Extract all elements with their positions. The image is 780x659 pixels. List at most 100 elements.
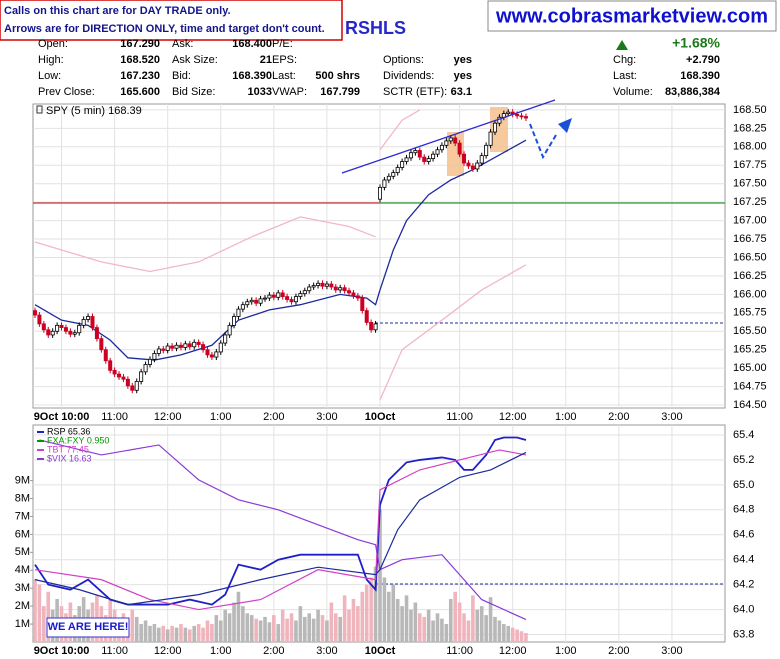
candle-body: [117, 373, 122, 378]
candle-body: [103, 349, 108, 362]
volume-bar: [325, 620, 329, 642]
candle-body: [108, 360, 113, 371]
volume-bar: [289, 613, 294, 642]
volume-bar: [382, 577, 387, 642]
candle-body: [523, 116, 528, 119]
x-tick-label: 2:00: [263, 411, 284, 423]
y-tick-label: 166.75: [733, 233, 767, 245]
quote-label: Last:: [272, 70, 296, 82]
volume-bar: [466, 620, 471, 642]
candle-body: [262, 297, 267, 300]
volume-bar: [373, 566, 378, 642]
volume-bar: [311, 618, 316, 642]
volume-bar: [192, 625, 197, 642]
y2-tick-label: 64.8: [733, 504, 754, 516]
candle-body: [311, 285, 316, 288]
quote-value: 168.390: [680, 70, 720, 82]
quote-value: +2.790: [686, 54, 720, 66]
volume-bar: [201, 627, 205, 642]
series-line: [34, 451, 527, 606]
x-tick-label: 11:00: [101, 411, 128, 423]
x-tick-label: 1:00: [555, 411, 576, 423]
quote-label: EPS:: [272, 54, 297, 66]
y2-tick-label: 63.8: [733, 628, 754, 640]
y-tick-label: 7M: [15, 510, 30, 522]
y2-tick-label: 64.2: [733, 579, 754, 591]
candle-body: [400, 161, 405, 168]
direction-arrow: [529, 123, 557, 160]
x-tick-label: 12:00: [154, 411, 182, 423]
series-line: [34, 436, 527, 606]
candle-body: [475, 162, 480, 170]
volume-bar: [179, 624, 183, 642]
quote-value: 168.390: [232, 70, 272, 82]
candle-body: [192, 341, 197, 348]
symbol-title: RSHLS: [345, 18, 406, 38]
quote-value: 167.290: [120, 38, 160, 50]
volume-bar: [307, 613, 312, 642]
volume-bar: [188, 629, 192, 642]
volume-bar: [395, 598, 400, 642]
volume-bar: [249, 615, 254, 642]
y-tick-label: 164.75: [733, 381, 767, 393]
volume-bar: [519, 631, 524, 642]
x-tick-label: 11:00: [101, 645, 128, 657]
candle-body: [245, 301, 250, 306]
volume-bar: [453, 591, 457, 642]
candle-body: [413, 150, 418, 154]
x-tick-label: 1:00: [555, 645, 576, 657]
x-tick-label: 1:00: [210, 645, 231, 657]
volume-bar: [218, 620, 223, 642]
x-tick-label: 12:00: [154, 645, 182, 657]
candle-body: [347, 290, 352, 294]
y-tick-label: 3M: [15, 582, 30, 594]
candle-body: [112, 369, 117, 375]
overlay-layer: [341, 99, 572, 174]
y-tick-label: 168.50: [733, 104, 767, 116]
candle-body: [373, 323, 378, 331]
x-tick-label: 2:00: [608, 645, 629, 657]
volume-bar: [387, 591, 391, 642]
x-tick-label: 9Oct 10:00: [34, 645, 90, 657]
candle-body: [462, 153, 467, 164]
quote-label: Chg:: [613, 54, 636, 66]
volume-bar: [369, 577, 373, 642]
quote-label: Options:: [383, 54, 424, 66]
x-tick-label: 11:00: [446, 411, 473, 423]
candle-body: [382, 179, 387, 188]
candle-body: [236, 308, 241, 317]
volume-bar: [378, 509, 382, 642]
quote-value: yes: [454, 54, 472, 66]
volume-bar: [165, 629, 170, 642]
quote-value: yes: [454, 70, 472, 82]
candle-body: [46, 329, 51, 336]
candle-body: [205, 349, 210, 356]
quote-value: 63.1: [451, 86, 472, 98]
candle-body: [143, 364, 148, 373]
volume-bar: [157, 627, 161, 642]
notice-box: [0, 0, 343, 41]
volume-bar: [422, 616, 427, 642]
volume-bar: [497, 620, 502, 642]
candle-body: [41, 323, 46, 331]
candle-body: [183, 343, 188, 348]
trend-line: [341, 99, 556, 174]
annotation-box: [46, 617, 130, 638]
volume-bar: [46, 591, 51, 642]
volume-bar: [333, 613, 338, 642]
volume-bar: [391, 584, 396, 642]
quote-value: 168.520: [120, 54, 160, 66]
candle-body: [218, 342, 223, 353]
y-tick-label: 167.25: [733, 196, 767, 208]
volume-bar: [258, 620, 263, 642]
x-tick-label: 3:00: [661, 411, 682, 423]
volume-bar: [134, 616, 139, 642]
volume-bar: [130, 609, 135, 642]
notice-line: Arrows are for DIRECTION ONLY, time and …: [4, 23, 325, 35]
overlay-line: [379, 264, 527, 401]
candle-body: [470, 165, 475, 170]
candle-body: [479, 155, 484, 164]
volume-bar: [431, 620, 435, 642]
candle-body: [448, 137, 453, 142]
volume-bar: [232, 602, 236, 642]
